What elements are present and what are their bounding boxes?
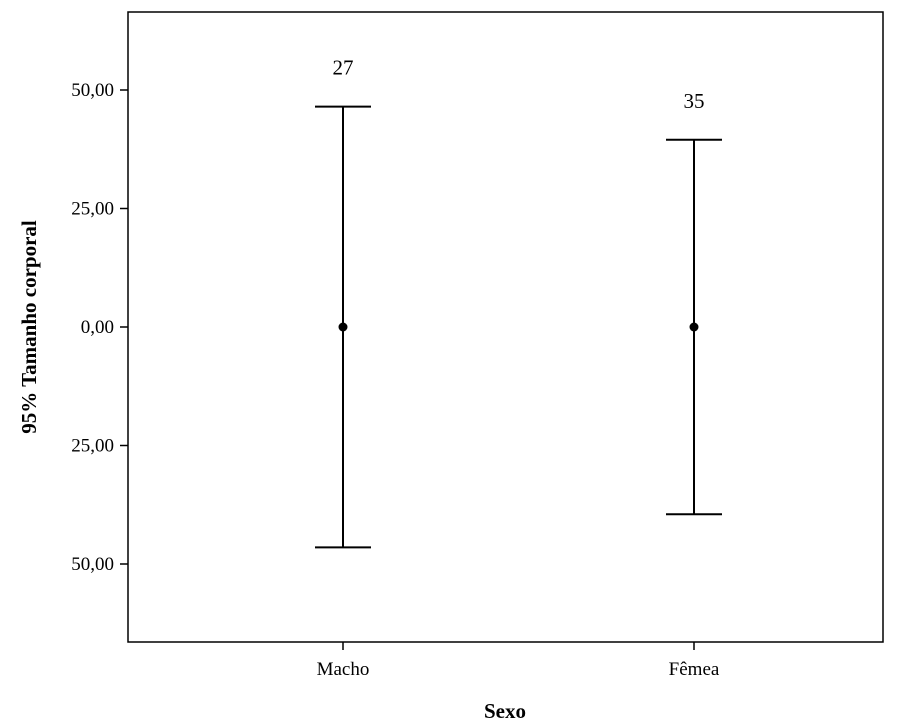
x-tick-label: Macho <box>317 659 370 680</box>
x-axis: Macho Fêmea <box>317 642 720 680</box>
y-tick-label: 0,00 <box>81 317 114 338</box>
x-axis-title: Sexo <box>484 699 526 722</box>
x-tick-label: Fêmea <box>669 659 720 680</box>
y-axis: 50,00 25,00 0,00 25,00 50,00 <box>71 80 128 575</box>
count-label: 27 <box>333 56 354 80</box>
mean-point <box>338 322 348 332</box>
count-label: 35 <box>684 89 705 113</box>
y-axis-title: 95% Tamanho corporal <box>17 220 41 434</box>
y-tick-label: 25,00 <box>71 199 114 220</box>
y-tick-label: 50,00 <box>71 554 114 575</box>
plot-frame <box>127 11 884 643</box>
y-tick-label: 25,00 <box>71 436 114 457</box>
y-tick-label: 50,00 <box>71 80 114 101</box>
error-bars: 27 35 <box>315 56 722 549</box>
mean-point <box>689 322 699 332</box>
